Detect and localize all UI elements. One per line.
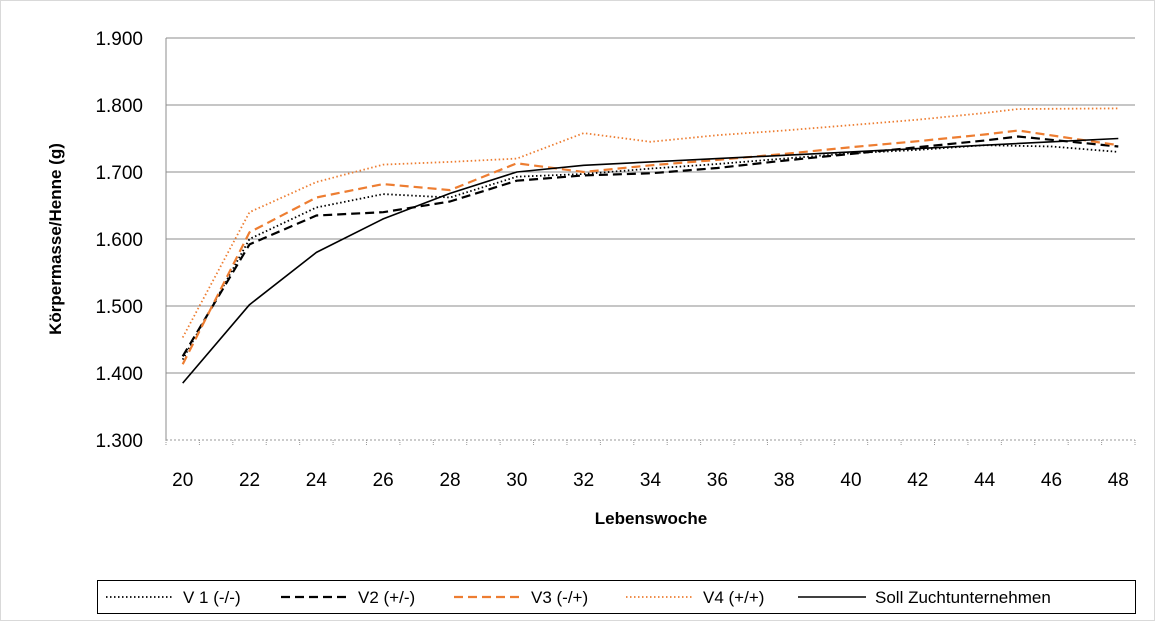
y-tick-label: 1.700 <box>95 163 143 184</box>
series-line-3 <box>181 129 1119 365</box>
x-tick-label: 40 <box>840 470 861 491</box>
series-line-5 <box>182 137 1119 384</box>
y-tick-label: 1.900 <box>95 29 143 50</box>
legend-label-3: V3 (-/+) <box>531 588 588 607</box>
x-tick-label: 20 <box>172 470 193 491</box>
x-tick-label: 26 <box>373 470 394 491</box>
y-tick-label: 1.400 <box>95 364 143 385</box>
y-tick-label: 1.500 <box>95 297 143 318</box>
x-tick-label: 36 <box>707 470 728 491</box>
legend-label-5: Soll Zuchtunternehmen <box>875 588 1051 607</box>
x-tick-label: 48 <box>1108 470 1129 491</box>
x-tick-label: 44 <box>974 470 996 491</box>
x-tick-label: 34 <box>640 470 662 491</box>
y-tick-label: 1.600 <box>95 230 143 251</box>
x-tick-label: 46 <box>1041 470 1062 491</box>
tick-labels: 1.300 1.400 1.500 1.600 1.700 1.800 1.900 20 22 2… <box>95 29 1128 491</box>
x-tick-label: 22 <box>239 470 260 491</box>
legend-box <box>97 580 1136 614</box>
x-tick-label: 32 <box>573 470 594 491</box>
x-tick-label: 28 <box>439 470 460 491</box>
legend-label-4: V4 (+/+) <box>703 588 764 607</box>
y-tick-label: 1.300 <box>95 431 143 452</box>
series-line-4 <box>181 107 1119 338</box>
series-lines <box>181 107 1119 384</box>
legend-label-2: V2 (+/-) <box>358 588 415 607</box>
series-line-2 <box>181 135 1119 357</box>
gridlines <box>166 37 1135 374</box>
legend: V 1 (-/-) V2 (+/-) V3 (-/+) V4 (+/+) Soll Zu… <box>97 580 1136 614</box>
legend-label-1: V 1 (-/-) <box>183 588 241 607</box>
x-axis-title: Lebenswoche <box>595 509 707 528</box>
y-tick-label: 1.800 <box>95 96 143 117</box>
x-tick-label: 38 <box>774 470 795 491</box>
x-tick-label: 30 <box>506 470 527 491</box>
axes <box>165 38 1136 445</box>
x-tick-label: 42 <box>907 470 928 491</box>
y-axis-title: Körpermasse/Henne (g) <box>46 143 65 335</box>
x-tick-label: 24 <box>306 470 328 491</box>
